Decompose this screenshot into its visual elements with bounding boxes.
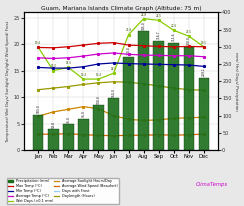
Text: 345.0: 345.0 (142, 21, 146, 29)
Text: 130.0: 130.0 (96, 95, 101, 104)
Text: 24.5: 24.5 (156, 14, 162, 18)
Bar (169, 43, 179, 150)
Title: Guam, Mariana Islands Climate Graph (Altitude: 75 m): Guam, Mariana Islands Climate Graph (Alt… (41, 6, 201, 11)
Text: 19.4: 19.4 (35, 41, 41, 45)
Bar (123, 57, 134, 150)
Bar (48, 130, 59, 150)
Text: 150.0: 150.0 (112, 88, 115, 97)
Bar (138, 31, 149, 150)
Bar (63, 124, 74, 150)
Text: 22.6: 22.6 (171, 24, 177, 28)
Text: 15.0: 15.0 (50, 64, 56, 68)
Bar (33, 115, 43, 150)
Legend: Precipitation (mm), Max Temp (°C), Min Temp (°C), Average Temp (°C), Wet Days (>: Precipitation (mm), Max Temp (°C), Min T… (7, 178, 119, 204)
Text: 21.8: 21.8 (125, 28, 132, 33)
Text: ClimaTemps: ClimaTemps (196, 183, 228, 187)
Text: 103.0: 103.0 (36, 104, 40, 113)
Text: 59.8: 59.8 (51, 121, 55, 128)
Text: 300.0: 300.0 (187, 36, 191, 45)
Bar (78, 119, 89, 150)
Text: 316.7: 316.7 (157, 31, 161, 39)
Bar (93, 105, 104, 150)
Text: 91.0: 91.0 (81, 110, 85, 117)
Text: 209.1: 209.1 (202, 68, 206, 76)
Text: 270.0: 270.0 (127, 47, 131, 55)
Bar (199, 78, 209, 150)
Text: 13.4: 13.4 (80, 73, 86, 77)
Y-axis label: mm/ Hrs/ Days/ Precipitation: mm/ Hrs/ Days/ Precipitation (234, 52, 238, 111)
Bar (108, 98, 119, 150)
Text: 19.5: 19.5 (201, 41, 207, 45)
Text: 75.0: 75.0 (66, 116, 70, 123)
Y-axis label: Temperature/ Wet Days/ Sunlight/ Daylight/ Wind Speed/ Frost: Temperature/ Wet Days/ Sunlight/ Dayligh… (6, 21, 10, 142)
Text: 13.4: 13.4 (95, 73, 102, 77)
Text: 14.5: 14.5 (111, 67, 117, 71)
Text: 311.6: 311.6 (172, 32, 176, 41)
Bar (153, 41, 164, 150)
Text: 15.6: 15.6 (65, 61, 71, 65)
Bar (183, 47, 194, 150)
Text: 24.8: 24.8 (141, 13, 147, 16)
Text: 21.5: 21.5 (186, 30, 192, 34)
